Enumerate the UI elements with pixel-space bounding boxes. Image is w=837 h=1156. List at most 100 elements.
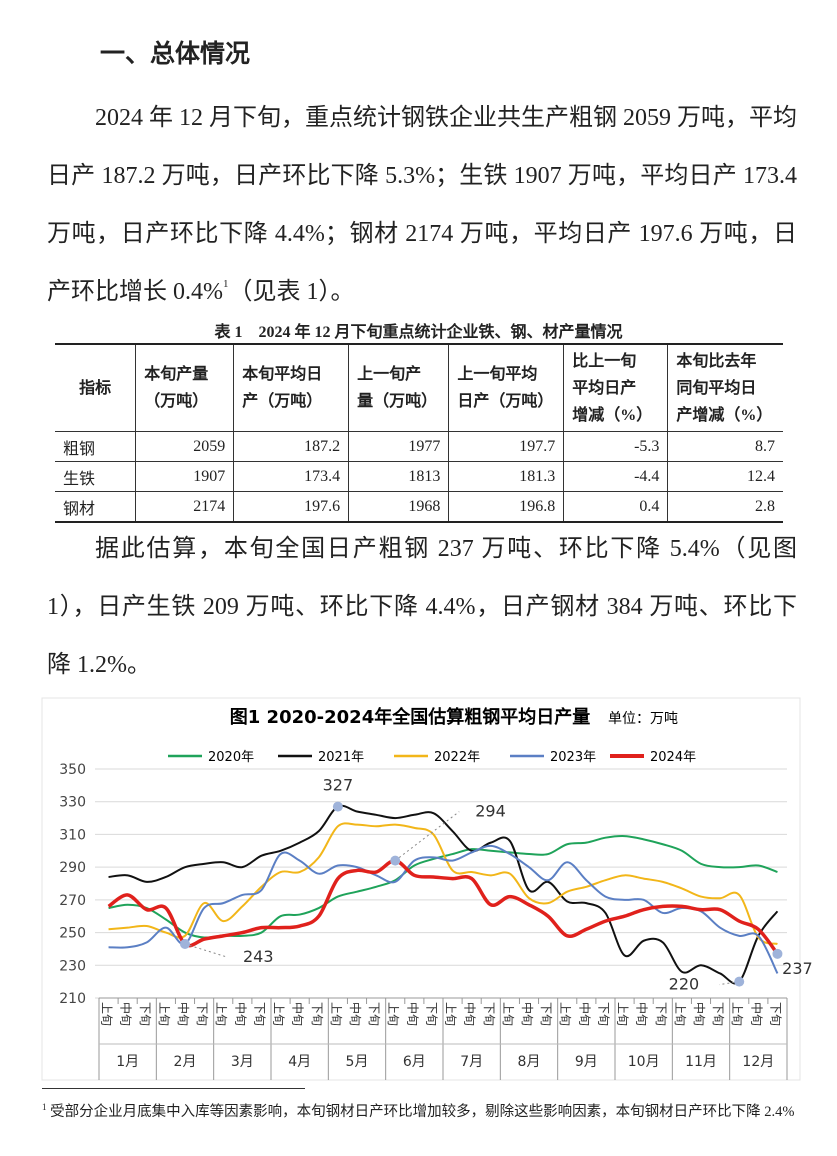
y-tick-label: 350: [59, 762, 86, 778]
header-line: 比上一旬: [572, 352, 637, 370]
point-label: 220: [669, 975, 700, 994]
x-tick-label: 上旬: [386, 1002, 400, 1026]
table: 指标 本旬产量 （万吨） 本旬平均日 产（万吨） 上一旬产 量（万吨） 上一旬平均 日产（万吨）…: [55, 343, 783, 523]
highlight-point: [390, 855, 401, 866]
header-line: 同旬平均日: [676, 379, 757, 397]
table-cell: 1977: [348, 431, 450, 462]
month-label: 4月: [288, 1054, 311, 1070]
legend-label: 2024年: [650, 750, 696, 765]
x-tick-label: 下旬: [768, 1002, 782, 1026]
header-line: 产增减（%）: [676, 406, 773, 424]
table-cell: 0.4: [563, 491, 669, 523]
month-label: 8月: [518, 1054, 541, 1070]
x-tick-label: 上旬: [272, 1002, 286, 1026]
series-line: [108, 844, 779, 974]
footnote-text: 受部分企业月底集中入库等因素影响，本旬钢材日产环比增加较多，剔除这些影响因素，本…: [50, 1104, 795, 1120]
paragraph: 2024 年 12 月下旬，重点统计钢铁企业共生产粗钢 2059 万吨，平均日产…: [47, 89, 797, 321]
legend-label: 2023年: [550, 750, 596, 765]
table-row: 钢材 2174 197.6 1968 196.8 0.4 2.8: [55, 491, 783, 523]
month-label: 5月: [346, 1054, 369, 1070]
series-line: [108, 804, 779, 985]
paragraph-text: 2024 年 12 月下旬，重点统计钢铁企业共生产粗钢 2059 万吨，平均日产…: [47, 105, 797, 305]
chart-unit: 单位：万吨: [608, 711, 678, 727]
x-tick-label: 下旬: [424, 1002, 438, 1026]
footnote: 1 受部分企业月底集中入库等因素影响，本旬钢材日产环比增加较多，剔除这些影响因素…: [42, 1098, 802, 1126]
month-label: 10月: [628, 1054, 660, 1070]
y-tick-label: 310: [59, 827, 86, 843]
x-tick-label: 上旬: [214, 1002, 228, 1026]
header-line: 产（万吨）: [242, 393, 323, 410]
chart-frame: [41, 697, 801, 1081]
table-cell: 2059: [135, 431, 235, 462]
y-tick-label: 290: [59, 860, 86, 876]
table-cell: 181.3: [448, 461, 565, 492]
header-cell: 本旬平均日 产（万吨）: [233, 343, 350, 432]
x-tick-label: 下旬: [195, 1002, 209, 1026]
legend-label: 2022年: [434, 750, 480, 765]
x-tick-label: 中旬: [635, 1002, 650, 1026]
x-tick-label: 中旬: [577, 1002, 592, 1026]
y-tick-label: 330: [59, 795, 86, 811]
x-tick-label: 下旬: [711, 1002, 725, 1026]
x-tick-label: 下旬: [138, 1002, 152, 1026]
table-cell: 2174: [135, 491, 235, 523]
x-tick-label: 中旬: [176, 1002, 191, 1026]
x-tick-label: 中旬: [520, 1002, 535, 1026]
y-tick-label: 250: [59, 926, 86, 942]
x-tick-label: 中旬: [463, 1002, 478, 1026]
header-line: 量（万吨）: [357, 393, 438, 410]
month-label: 1月: [116, 1054, 139, 1070]
header-line: （万吨）: [144, 393, 209, 410]
table-cell: 粗钢: [55, 431, 137, 462]
legend-label: 2021年: [318, 750, 364, 765]
month-label: 12月: [742, 1054, 774, 1070]
month-label: 11月: [685, 1054, 717, 1070]
heading: 一、总体情况: [100, 39, 251, 68]
x-tick-label: 中旬: [692, 1002, 707, 1026]
table-cell: -5.3: [563, 431, 669, 462]
point-label: 294: [475, 802, 506, 821]
leader-line: [394, 811, 460, 861]
series-line: [107, 858, 779, 955]
month-label: 6月: [403, 1054, 426, 1070]
table-row: 生铁 1907 173.4 1813 181.3 -4.4 12.4: [55, 461, 783, 492]
x-tick-label: 中旬: [291, 1002, 306, 1026]
table-row: 粗钢 2059 187.2 1977 197.7 -5.3 8.7: [55, 431, 783, 462]
y-tick-label: 270: [59, 893, 86, 909]
chart-title: 图1 2020-2024年全国估算粗钢平均日产量: [230, 706, 590, 728]
highlight-point: [734, 976, 745, 987]
x-tick-label: 上旬: [100, 1002, 114, 1026]
header-cell: 比上一旬 平均日产 增减（%）: [563, 343, 669, 432]
x-tick-label: 上旬: [616, 1002, 630, 1026]
leader-line: [184, 943, 228, 958]
table-cell: 196.8: [448, 491, 565, 523]
series-line: [108, 822, 778, 946]
month-label: 7月: [460, 1054, 483, 1070]
header-line: 上一旬平均: [457, 366, 538, 383]
legend-label: 2020年: [208, 750, 254, 765]
header-line: 本旬比去年: [676, 352, 757, 370]
header-cell: 本旬比去年同旬平均日产增减（%）: [667, 343, 783, 432]
table-cell: 12.4: [667, 461, 783, 492]
x-tick-label: 下旬: [252, 1002, 266, 1026]
header-cell: 本旬产量 （万吨）: [135, 343, 235, 432]
x-tick-label: 上旬: [558, 1002, 572, 1026]
header-line: 指标: [79, 379, 112, 397]
y-tick-label: 230: [59, 958, 86, 974]
table-cell: 8.7: [667, 431, 783, 462]
x-tick-label: 中旬: [749, 1002, 764, 1026]
table-cell: 生铁: [55, 461, 137, 492]
header-line: 本旬产量: [144, 366, 209, 383]
y-tick-label: 210: [59, 991, 86, 1007]
point-label: 327: [323, 776, 354, 795]
header-line: 上一旬产: [357, 366, 422, 383]
table-caption: 表 1 2024 年 12 月下旬重点统计企业铁、钢、材产量情况: [214, 324, 623, 341]
point-label: 237: [782, 959, 813, 978]
x-tick-label: 下旬: [654, 1002, 668, 1026]
x-tick-label: 下旬: [482, 1002, 496, 1026]
footnote-marker: 1: [42, 1102, 47, 1112]
x-tick-label: 上旬: [673, 1002, 687, 1026]
table-cell: 173.4: [233, 461, 350, 492]
x-tick-label: 中旬: [405, 1002, 420, 1026]
x-tick-label: 下旬: [596, 1002, 610, 1026]
